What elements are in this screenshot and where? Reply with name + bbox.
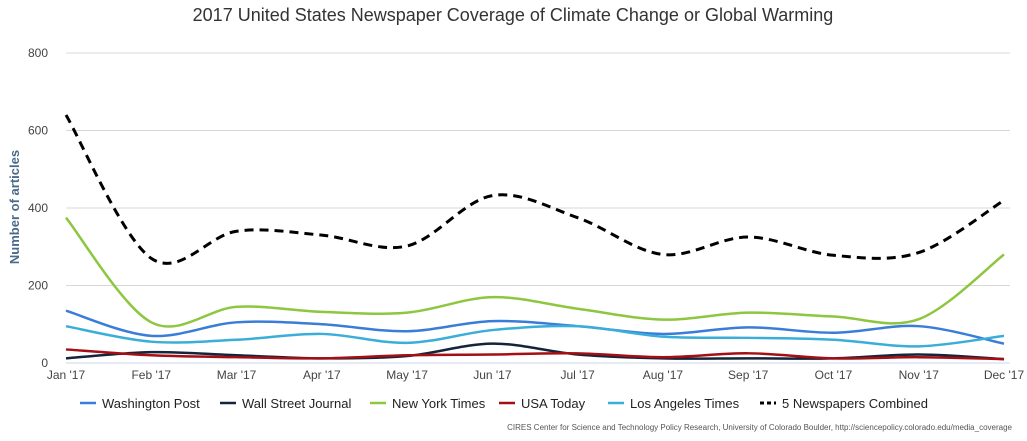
- legend-label-new-york-times: New York Times: [392, 396, 486, 411]
- x-tick-label: Jun '17: [473, 368, 512, 382]
- x-tick-label: May '17: [386, 368, 428, 382]
- legend-label-washington-post: Washington Post: [102, 396, 200, 411]
- series-line-usa-today: [65, 348, 1005, 361]
- x-axis-ticks: Jan '17 Feb '17 Mar '17 Apr '17 May '17 Jun '…: [47, 368, 1025, 382]
- x-tick-label: Jan '17: [47, 368, 86, 382]
- series-line-washington-post: [65, 309, 1005, 345]
- y-tick-label: 0: [41, 356, 48, 370]
- x-tick-label: Sep '17: [728, 368, 769, 382]
- x-tick-label: Apr '17: [303, 368, 341, 382]
- x-tick-label: Oct '17: [815, 368, 853, 382]
- legend-label-los-angeles-times: Los Angeles Times: [630, 396, 740, 411]
- x-tick-label: Aug '17: [643, 368, 684, 382]
- x-tick-label: Jul '17: [560, 368, 595, 382]
- x-tick-label: Nov '17: [899, 368, 940, 382]
- series-lines: [64, 114, 1005, 361]
- x-tick-label: Dec '17: [984, 368, 1025, 382]
- legend-label-usa-today: USA Today: [521, 396, 586, 411]
- series-line-5-newspapers-combined: [64, 114, 1005, 265]
- y-axis-ticks: 0 200 400 600 800: [28, 46, 48, 370]
- y-axis-label: Number of articles: [7, 150, 22, 264]
- y-tick-label: 600: [28, 124, 48, 138]
- legend: Washington Post Wall Street Journal New Yo…: [80, 396, 928, 411]
- x-tick-label: Mar '17: [217, 368, 257, 382]
- source-credit: CIRES Center for Science and Technology …: [507, 423, 1012, 432]
- legend-label-wall-street-journal: Wall Street Journal: [242, 396, 351, 411]
- chart-title: 2017 United States Newspaper Coverage of…: [193, 5, 834, 25]
- x-tick-label: Feb '17: [131, 368, 171, 382]
- gridlines: [66, 52, 1010, 364]
- y-tick-label: 800: [28, 46, 48, 60]
- series-line-new-york-times: [65, 216, 1005, 328]
- y-tick-label: 200: [28, 279, 48, 293]
- series-line-los-angeles-times: [65, 324, 1005, 348]
- legend-label-5-newspapers-combined: 5 Newspapers Combined: [782, 396, 928, 411]
- y-tick-label: 400: [28, 201, 48, 215]
